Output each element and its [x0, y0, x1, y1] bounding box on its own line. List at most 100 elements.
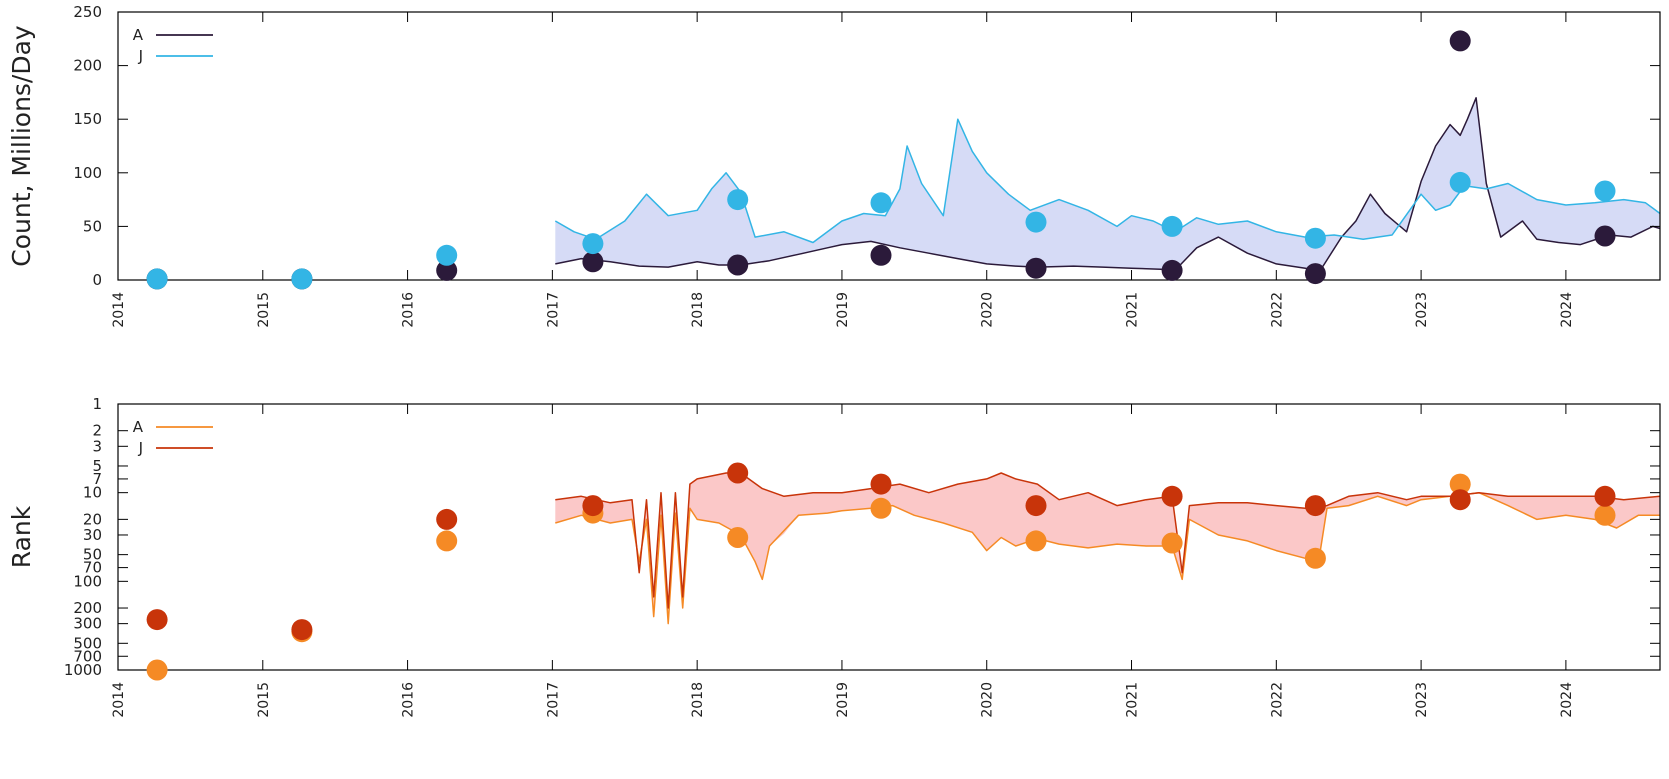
x-tick-label: 2021 [1125, 682, 1141, 718]
x-tick-label: 2023 [1414, 292, 1430, 328]
x-tick-label: 2015 [256, 292, 272, 328]
x-tick-label: 2020 [980, 682, 996, 718]
y-tick-label: 20 [83, 510, 102, 528]
y-axis-label: Count, Millions/Day [7, 25, 36, 267]
x-tick-label: 2014 [111, 292, 127, 328]
x-tick-label: 2020 [980, 292, 996, 328]
range-band [555, 97, 1660, 272]
data-point-J [146, 609, 168, 631]
legend-label-J: J [138, 47, 143, 65]
data-point-J [1304, 495, 1326, 517]
x-tick-label: 2022 [1269, 682, 1285, 718]
y-axis-label: Rank [7, 505, 36, 568]
data-point-J [291, 619, 313, 641]
data-point-J [1594, 485, 1616, 507]
x-tick-label: 2014 [111, 682, 127, 718]
data-point-J [870, 473, 892, 495]
legend-label-A: A [133, 26, 144, 44]
data-point-A [582, 251, 604, 273]
x-tick-label: 2024 [1559, 292, 1575, 328]
x-tick-label: 2016 [401, 292, 417, 328]
series-line-J [555, 472, 1661, 609]
data-point-J [582, 495, 604, 517]
data-point-J [436, 508, 458, 530]
data-point-J [727, 189, 749, 211]
legend-label-J: J [138, 439, 143, 457]
data-point-J [1025, 211, 1047, 233]
x-tick-label: 2024 [1559, 682, 1575, 718]
x-tick-label: 2017 [545, 292, 561, 328]
data-point-A [146, 659, 168, 681]
x-tick-label: 2019 [835, 292, 851, 328]
data-point-J [1161, 485, 1183, 507]
data-point-A [1025, 530, 1047, 552]
data-point-A [870, 244, 892, 266]
y-tick-label: 300 [73, 615, 102, 633]
data-point-A [1025, 257, 1047, 279]
y-tick-label: 500 [73, 634, 102, 652]
y-tick-label: 250 [73, 3, 102, 21]
y-tick-label: 200 [73, 599, 102, 617]
y-tick-label: 1000 [64, 661, 102, 679]
y-tick-label: 200 [73, 57, 102, 75]
x-tick-label: 2017 [545, 682, 561, 718]
series-line-A [555, 97, 1661, 273]
x-tick-label: 2015 [256, 682, 272, 718]
x-tick-label: 2022 [1269, 292, 1285, 328]
x-tick-label: 2018 [690, 292, 706, 328]
data-point-A [1304, 263, 1326, 285]
plot-frame [117, 403, 1661, 671]
data-point-A [727, 254, 749, 276]
data-point-A [1594, 225, 1616, 247]
data-point-J [146, 268, 168, 290]
data-point-A [436, 259, 458, 281]
legend-label-A: A [133, 418, 144, 436]
x-tick-label: 2016 [401, 682, 417, 718]
data-point-J [291, 268, 313, 290]
data-point-A [1304, 547, 1326, 569]
data-point-A [1594, 504, 1616, 526]
data-point-J [1449, 171, 1471, 193]
data-point-J [582, 233, 604, 255]
data-point-A [1161, 532, 1183, 554]
y-tick-label: 100 [73, 164, 102, 182]
y-tick-label: 2 [92, 422, 102, 440]
data-point-A [1449, 30, 1471, 52]
data-point-J [1304, 227, 1326, 249]
y-tick-label: 5 [92, 457, 102, 475]
count-panel: 0 50 100 150 200 250 2014 2015 2016 2017 2018 2019 2… [7, 3, 1661, 328]
data-point-A [436, 530, 458, 552]
y-tick-label: 100 [73, 572, 102, 590]
y-tick-label: 10 [83, 484, 102, 502]
data-point-J [436, 244, 458, 266]
data-point-J [1594, 180, 1616, 202]
data-point-J [1161, 215, 1183, 237]
y-tick-label: 700 [73, 647, 102, 665]
data-point-A [1449, 473, 1471, 495]
y-tick-label: 50 [83, 546, 102, 564]
y-tick-label: 150 [73, 110, 102, 128]
series-line-A [555, 491, 1660, 625]
y-tick-label: 1 [92, 395, 102, 413]
plot-frame [117, 11, 1661, 281]
y-tick-label: 0 [92, 271, 102, 289]
range-band [555, 473, 1660, 624]
x-tick-label: 2019 [835, 682, 851, 718]
data-point-J [1025, 495, 1047, 517]
data-point-J [870, 192, 892, 214]
x-tick-label: 2018 [690, 682, 706, 718]
data-point-J [1449, 489, 1471, 511]
y-tick-label: 3 [92, 437, 102, 455]
y-tick-label: 30 [83, 526, 102, 544]
y-tick-label: 70 [83, 559, 102, 577]
data-point-A [727, 527, 749, 548]
data-point-J [727, 462, 749, 484]
data-point-A [870, 497, 892, 519]
x-tick-label: 2021 [1125, 292, 1141, 328]
y-tick-label: 7 [92, 470, 102, 488]
y-tick-label: 50 [83, 217, 102, 235]
x-tick-label: 2023 [1414, 682, 1430, 718]
